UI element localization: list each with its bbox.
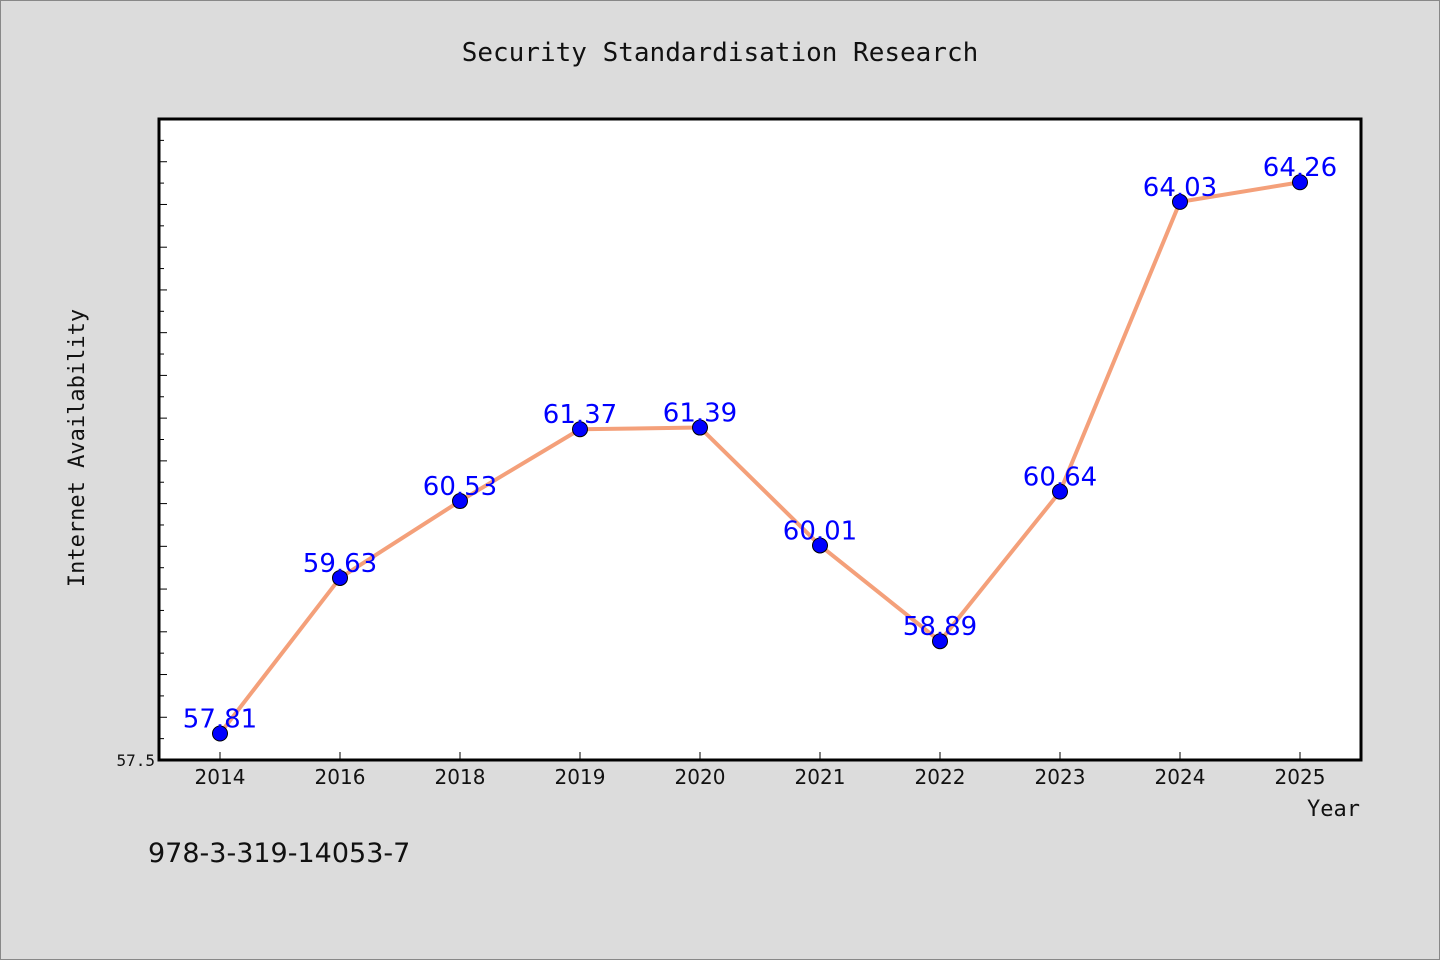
data-point xyxy=(572,421,588,438)
x-tick-label: 2018 xyxy=(435,765,486,789)
data-point xyxy=(1292,174,1308,191)
data-point xyxy=(212,725,228,742)
data-point xyxy=(692,419,708,436)
y-axis-ticks: 57.5 xyxy=(116,118,167,770)
x-tick-label: 2022 xyxy=(915,765,966,789)
y-axis-label: Internet Availability xyxy=(65,309,90,587)
data-label: 61.37 xyxy=(543,400,617,430)
chart-title: Security Standardisation Research xyxy=(462,38,979,68)
data-label: 60.53 xyxy=(423,472,497,502)
x-tick-label: 2021 xyxy=(795,765,846,789)
x-axis-ticks: 2014 2016 2018 2019 2020 2021 2022 2023 2024 2025 xyxy=(195,752,1326,789)
series-layer: 57.81 59.63 60.53 61.37 61.39 60.01 58.89 60.64… xyxy=(183,153,1337,742)
x-tick-label: 2016 xyxy=(315,765,366,789)
isbn-text: 978-3-319-14053-7 xyxy=(148,838,410,869)
data-point xyxy=(452,493,468,510)
x-tick-label: 2019 xyxy=(555,765,606,789)
x-tick-label: 2025 xyxy=(1275,765,1326,789)
x-axis-label: Year xyxy=(1307,797,1360,822)
data-point xyxy=(332,569,348,586)
x-tick-label: 2024 xyxy=(1155,765,1206,789)
data-label: 60.64 xyxy=(1023,463,1097,493)
x-tick-label: 2014 xyxy=(195,765,246,789)
data-point xyxy=(1052,483,1068,500)
data-point xyxy=(1172,193,1188,210)
data-label: 60.01 xyxy=(783,516,857,546)
data-label: 59.63 xyxy=(303,549,377,579)
data-label: 61.39 xyxy=(663,399,737,429)
data-label: 64.26 xyxy=(1263,153,1337,183)
x-tick-label: 2023 xyxy=(1035,765,1086,789)
plot-area xyxy=(157,117,1363,762)
data-point xyxy=(812,537,828,554)
series-line xyxy=(218,180,1301,735)
data-label: 58.89 xyxy=(903,612,977,642)
data-label: 57.81 xyxy=(183,705,257,735)
y-tick-label: 57.5 xyxy=(116,751,155,770)
x-tick-label: 2020 xyxy=(675,765,726,789)
data-label: 64.03 xyxy=(1143,173,1217,203)
data-point xyxy=(932,633,948,650)
